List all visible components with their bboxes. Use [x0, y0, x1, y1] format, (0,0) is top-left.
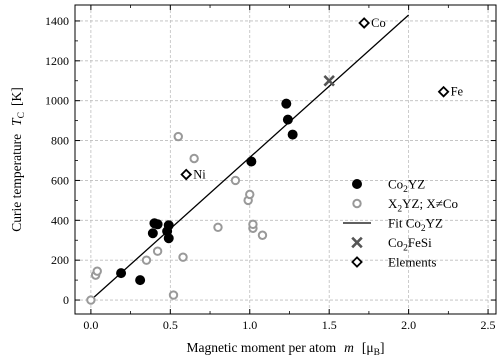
legend-label-part: X	[388, 196, 398, 211]
x2yz-point	[178, 252, 188, 262]
co2yz-point	[163, 233, 174, 244]
legend-label-fit: Fit Co2YZ	[388, 216, 443, 235]
x-tick-label: 2.0	[401, 318, 416, 332]
legend-label-subscript: 2	[421, 224, 426, 234]
x-axis-title: Magnetic moment per atom m [μB]	[187, 340, 385, 358]
legend-marker-co2yz	[351, 178, 362, 189]
x2yz-point	[141, 255, 152, 265]
legend-label-part: YZ	[408, 177, 425, 192]
y-axis-title: Curie temperature TC [K]	[9, 87, 27, 231]
y-tick-label: 800	[51, 134, 69, 148]
element-label-co: Co	[371, 16, 386, 30]
legend-label-part: Co	[388, 177, 403, 192]
x2yz-point	[189, 153, 199, 164]
x2yz-point	[257, 230, 268, 240]
y-tick-label: 400	[51, 213, 69, 227]
legend-marker-co2fesi	[351, 236, 363, 249]
x-axis-unit-sub: B	[374, 348, 380, 358]
legend-label-part: YZ; X≠Co	[402, 196, 458, 211]
legend-label-subscript: 2	[397, 205, 402, 215]
legend-marker-co2fesi-stroke	[351, 236, 363, 249]
x-axis-title-text: Magnetic moment per atom	[187, 340, 337, 355]
x2yz-point	[173, 131, 183, 142]
legend-label-part: Fit Co	[388, 216, 421, 231]
co2yz-point	[147, 228, 158, 239]
legend-marker-x2yz	[352, 198, 362, 209]
elements-point	[180, 168, 193, 181]
co2yz-point	[135, 275, 146, 286]
elements-point	[437, 85, 450, 98]
element-annotations: Ni Co Fe	[193, 16, 463, 182]
axis-ticks: 0.0 0.5 1.0 1.5 2.0 2.5 0 200 400 600 800 1000 1200 1…	[45, 5, 496, 332]
x2yz-point	[230, 175, 241, 186]
x2yz-point	[86, 295, 96, 305]
legend-label-part: Co	[388, 235, 403, 250]
co2fesi-point	[323, 75, 335, 87]
x-axis-unit-suffix: ]	[380, 340, 385, 355]
x-axis-unit-prefix: [μ	[362, 340, 374, 355]
co2yz-point	[246, 156, 257, 167]
y-axis-symbol: T	[9, 117, 24, 126]
y-axis-symbol-sub: C	[17, 112, 27, 118]
legend-label-part: FeSi	[408, 235, 432, 250]
x2yz-point	[92, 266, 102, 276]
x-tick-label: 2.5	[481, 318, 496, 332]
elements-point	[358, 17, 371, 29]
y-tick-label: 0	[63, 293, 69, 307]
co2yz-point	[282, 114, 293, 125]
data-points	[86, 17, 450, 305]
legend-label-x2yz: X2YZ; X≠Co	[388, 196, 458, 215]
x2yz-point	[248, 219, 258, 229]
legend-marker-elements	[351, 256, 363, 268]
legend-label-co2fesi: Co2FeSi	[388, 235, 432, 254]
legend-label-subscript: 2	[403, 185, 408, 195]
y-tick-label: 200	[51, 253, 69, 267]
x2yz-point	[152, 246, 163, 256]
x-tick-label: 0.0	[83, 318, 98, 332]
x-tick-label: 1.0	[242, 318, 257, 332]
y-tick-label: 1200	[45, 54, 69, 68]
element-label-fe: Fe	[451, 85, 464, 99]
x2yz-point	[168, 290, 179, 300]
legend-label-co2yz: Co2YZ	[388, 177, 425, 196]
legend-label-part: Elements	[388, 255, 436, 270]
x-axis-symbol: m	[344, 340, 354, 355]
element-label-ni: Ni	[193, 167, 206, 181]
co2yz-point	[116, 268, 127, 279]
y-tick-label: 600	[51, 173, 69, 187]
x2yz-point	[213, 222, 223, 232]
co2fesi-point-stroke	[323, 75, 335, 87]
y-tick-label: 1000	[45, 94, 69, 108]
co2yz-point	[152, 219, 163, 230]
legend-label-elements: Elements	[388, 255, 436, 270]
y-tick-label: 1400	[45, 14, 69, 28]
co2yz-point	[287, 129, 298, 140]
x2yz-point	[245, 189, 255, 200]
y-axis-unit: [K]	[9, 87, 24, 106]
co2yz-point	[281, 98, 292, 109]
y-axis-title-text: Curie temperature	[9, 134, 24, 232]
x-tick-label: 1.5	[322, 318, 337, 332]
plot-frame	[74, 4, 497, 315]
x-tick-label: 0.5	[163, 318, 178, 332]
co2yz-point	[163, 220, 174, 231]
legend-label-subscript: 2	[403, 244, 408, 254]
legend-label-part: YZ	[426, 216, 443, 231]
